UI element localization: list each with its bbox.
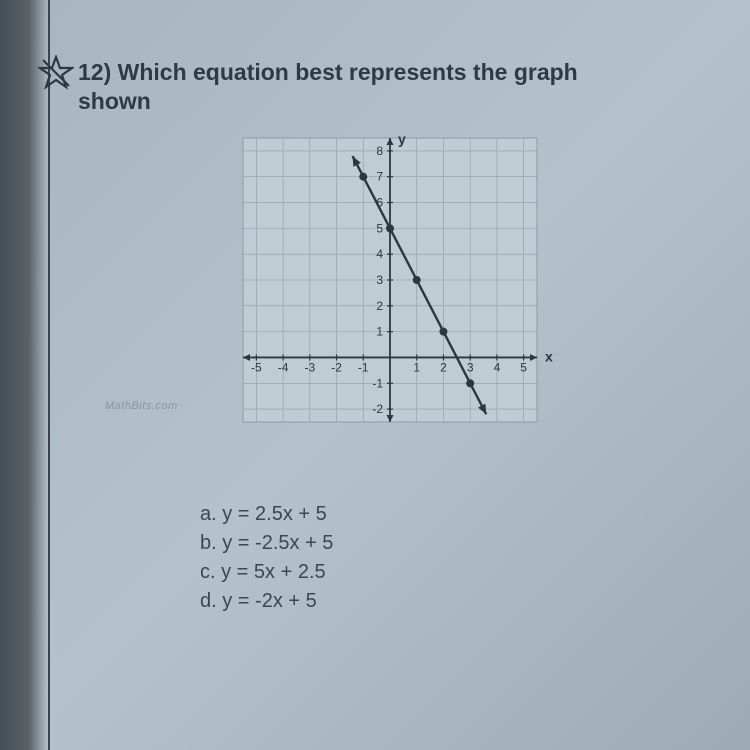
svg-text:5: 5 xyxy=(520,360,527,374)
option-b: b. y = -2.5x + 5 xyxy=(200,529,333,558)
svg-text:x: x xyxy=(545,348,553,364)
question-number: 12) xyxy=(78,59,111,85)
watermark-text: MathBits.com xyxy=(105,400,178,412)
option-c: c. y = 5x + 2.5 xyxy=(200,558,333,587)
page-margin-rule xyxy=(48,0,50,750)
option-d: d. y = -2x + 5 xyxy=(200,587,333,616)
svg-text:-2: -2 xyxy=(331,360,342,374)
graph-panel: -5-4-3-2-112345-2-112345678xy xyxy=(225,120,555,440)
option-a: a. y = 2.5x + 5 xyxy=(200,500,333,529)
question-line1: Which equation best represents the graph xyxy=(118,59,578,85)
svg-text:3: 3 xyxy=(467,360,474,374)
svg-text:2: 2 xyxy=(440,360,447,374)
svg-text:-3: -3 xyxy=(304,360,315,374)
star-icon xyxy=(38,55,74,91)
svg-text:-1: -1 xyxy=(372,376,383,390)
svg-text:7: 7 xyxy=(376,170,383,184)
svg-text:-1: -1 xyxy=(358,360,369,374)
svg-text:y: y xyxy=(398,131,406,147)
svg-text:1: 1 xyxy=(413,360,420,374)
question-line2: shown xyxy=(78,88,151,114)
question-text: 12) Which equation best represents the g… xyxy=(78,58,578,116)
svg-text:1: 1 xyxy=(376,325,383,339)
svg-text:5: 5 xyxy=(376,221,383,235)
svg-text:2: 2 xyxy=(376,299,383,313)
svg-text:8: 8 xyxy=(376,144,383,158)
svg-text:-2: -2 xyxy=(372,402,383,416)
svg-text:4: 4 xyxy=(376,247,383,261)
page-dark-margin xyxy=(0,0,48,750)
svg-text:-4: -4 xyxy=(278,360,289,374)
svg-text:3: 3 xyxy=(376,273,383,287)
svg-text:4: 4 xyxy=(494,360,501,374)
answer-options: a. y = 2.5x + 5 b. y = -2.5x + 5 c. y = … xyxy=(200,500,333,616)
svg-text:-5: -5 xyxy=(251,360,262,374)
